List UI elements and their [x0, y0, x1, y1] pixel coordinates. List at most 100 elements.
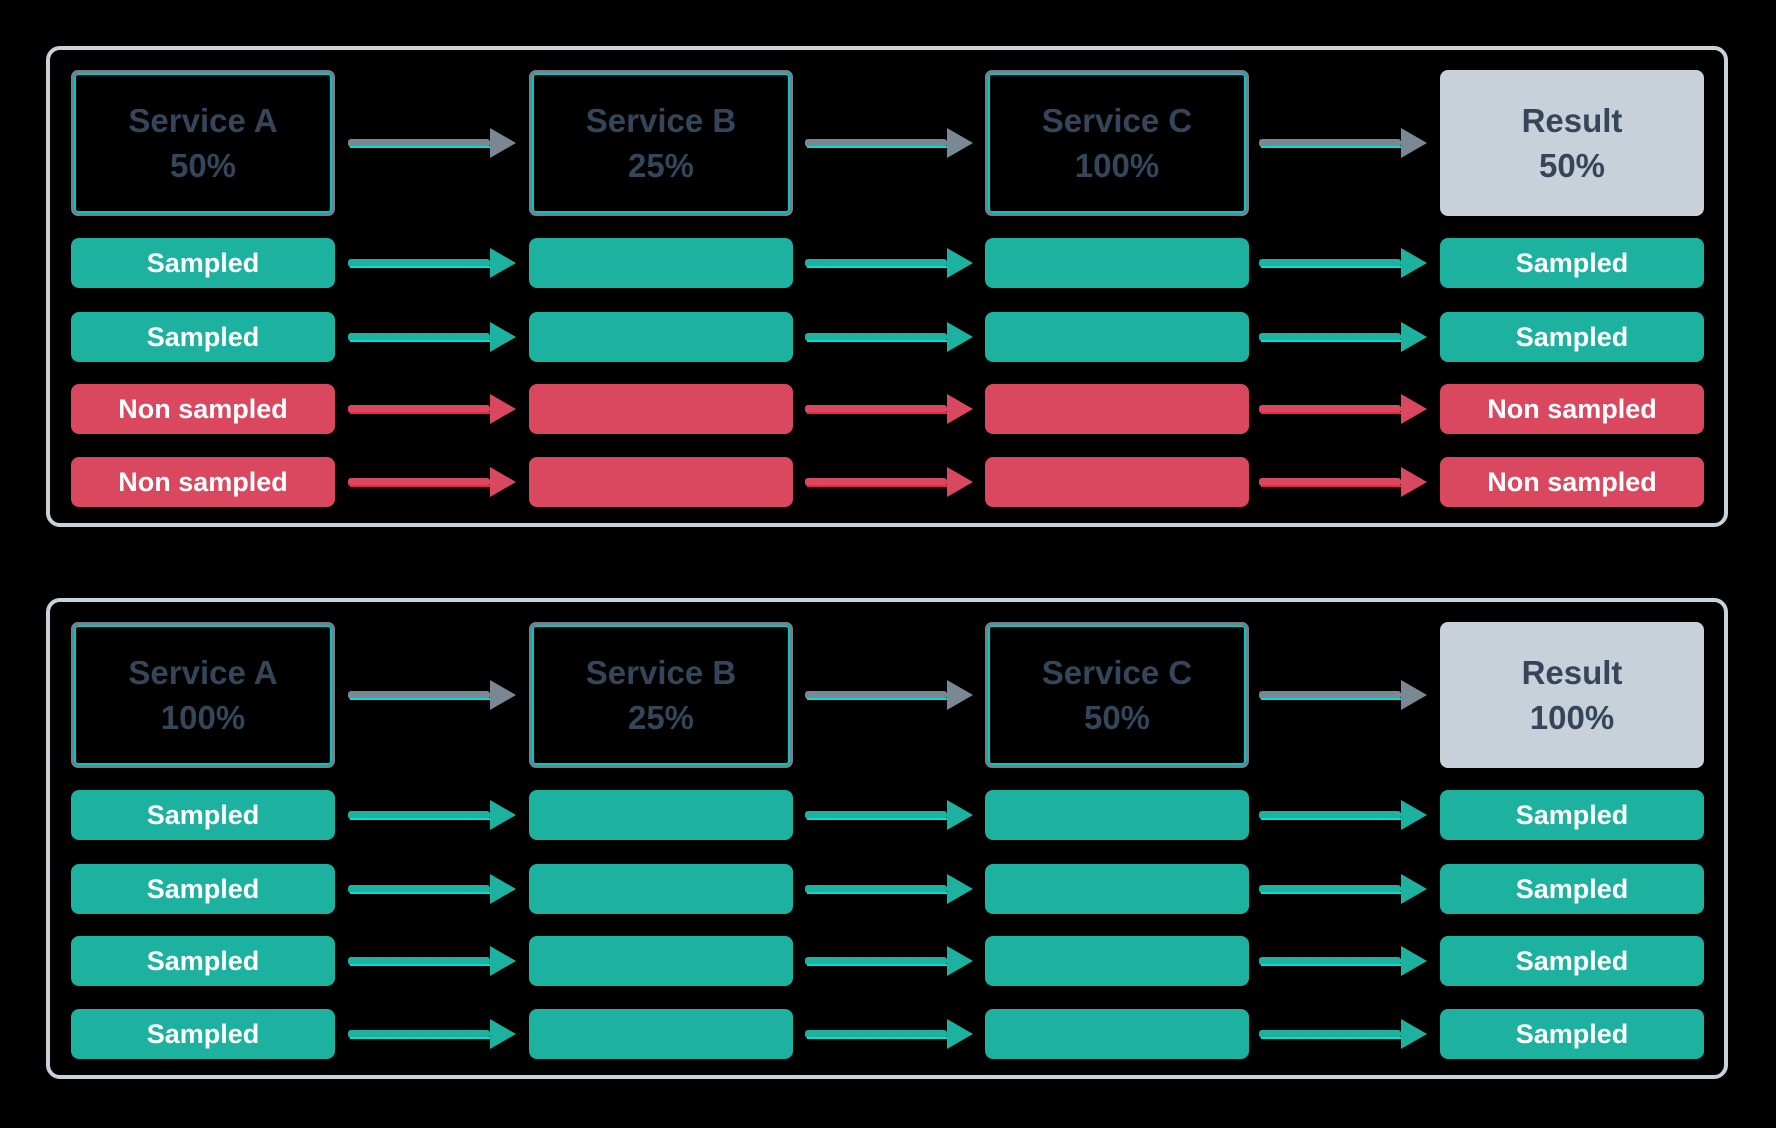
service-flow-arrow-icon — [805, 126, 973, 160]
trace-status-label: Sampled — [1515, 247, 1629, 278]
trace-status-label: Sampled — [146, 873, 260, 904]
service-flow-arrow-icon — [1259, 126, 1427, 160]
trace-bar — [529, 936, 793, 986]
service-name: Service B — [585, 102, 737, 139]
service-sampling-rate: 50% — [169, 147, 237, 184]
sampling-scenario-panel-2: Service A 100% Service B 25% Service C 5… — [46, 598, 1728, 1079]
trace-bar — [985, 312, 1249, 362]
trace-status-bar: Sampled — [71, 864, 335, 914]
result-rate: 50% — [1538, 147, 1606, 184]
trace-status-label: Non sampled — [118, 393, 288, 424]
trace-status-label: Sampled — [146, 799, 260, 830]
trace-arrow-icon — [348, 465, 516, 499]
trace-bar — [985, 864, 1249, 914]
trace-status-label: Sampled — [1515, 873, 1629, 904]
result-rate: 100% — [1529, 699, 1615, 736]
trace-status-bar: Sampled — [71, 238, 335, 288]
trace-status-label: Sampled — [146, 321, 260, 352]
trace-status-bar: Sampled — [71, 312, 335, 362]
service-name: Service A — [128, 654, 278, 691]
service-sampling-rate: 100% — [160, 699, 246, 736]
trace-status-bar: Non sampled — [71, 384, 335, 434]
trace-status-bar: Sampled — [1440, 936, 1704, 986]
trace-bar — [529, 312, 793, 362]
trace-bar — [529, 384, 793, 434]
result-label: Result — [1521, 654, 1623, 691]
service-c-box: Service C 100% — [985, 70, 1249, 216]
trace-status-label: Sampled — [146, 945, 260, 976]
trace-bar — [985, 457, 1249, 507]
trace-bar — [529, 864, 793, 914]
trace-arrow-icon — [1259, 465, 1427, 499]
trace-arrow-icon — [348, 1017, 516, 1051]
trace-arrow-icon — [805, 798, 973, 832]
trace-arrow-icon — [1259, 944, 1427, 978]
service-flow-arrow-icon — [348, 678, 516, 712]
trace-bar — [985, 384, 1249, 434]
trace-status-bar: Non sampled — [1440, 457, 1704, 507]
trace-arrow-icon — [805, 465, 973, 499]
trace-arrow-icon — [348, 872, 516, 906]
trace-status-bar: Sampled — [1440, 312, 1704, 362]
trace-arrow-icon — [1259, 1017, 1427, 1051]
trace-arrow-icon — [805, 1017, 973, 1051]
result-box: Result 50% — [1440, 70, 1704, 216]
trace-bar — [985, 790, 1249, 840]
trace-status-bar: Non sampled — [71, 457, 335, 507]
service-name: Service C — [1041, 654, 1193, 691]
trace-bar — [529, 238, 793, 288]
trace-status-label: Sampled — [146, 247, 260, 278]
service-name: Service C — [1041, 102, 1193, 139]
trace-arrow-icon — [805, 392, 973, 426]
trace-arrow-icon — [805, 320, 973, 354]
trace-arrow-icon — [348, 392, 516, 426]
trace-status-label: Non sampled — [1487, 466, 1657, 497]
service-c-box: Service C 50% — [985, 622, 1249, 768]
service-flow-arrow-icon — [805, 678, 973, 712]
trace-bar — [529, 1009, 793, 1059]
trace-bar — [985, 1009, 1249, 1059]
trace-bar — [985, 238, 1249, 288]
trace-status-bar: Sampled — [1440, 238, 1704, 288]
trace-arrow-icon — [1259, 872, 1427, 906]
trace-arrow-icon — [348, 320, 516, 354]
trace-arrow-icon — [1259, 246, 1427, 280]
trace-status-label: Non sampled — [1487, 393, 1657, 424]
trace-bar — [529, 457, 793, 507]
service-b-box: Service B 25% — [529, 622, 793, 768]
trace-arrow-icon — [348, 246, 516, 280]
trace-status-bar: Sampled — [1440, 1009, 1704, 1059]
service-sampling-rate: 50% — [1083, 699, 1151, 736]
service-flow-arrow-icon — [1259, 678, 1427, 712]
trace-arrow-icon — [348, 798, 516, 832]
trace-status-bar: Sampled — [1440, 864, 1704, 914]
trace-status-label: Sampled — [1515, 945, 1629, 976]
trace-arrow-icon — [805, 872, 973, 906]
service-a-box: Service A 100% — [71, 622, 335, 768]
service-sampling-rate: 25% — [627, 147, 695, 184]
trace-bar — [529, 790, 793, 840]
trace-status-bar: Non sampled — [1440, 384, 1704, 434]
trace-arrow-icon — [805, 246, 973, 280]
result-label: Result — [1521, 102, 1623, 139]
service-sampling-rate: 100% — [1074, 147, 1160, 184]
trace-status-label: Sampled — [1515, 321, 1629, 352]
service-name: Service A — [128, 102, 278, 139]
trace-bar — [985, 936, 1249, 986]
trace-status-bar: Sampled — [71, 790, 335, 840]
trace-status-label: Sampled — [1515, 799, 1629, 830]
trace-status-bar: Sampled — [71, 1009, 335, 1059]
trace-status-label: Non sampled — [118, 466, 288, 497]
trace-arrow-icon — [805, 944, 973, 978]
trace-arrow-icon — [1259, 392, 1427, 426]
trace-status-label: Sampled — [146, 1018, 260, 1049]
result-box: Result 100% — [1440, 622, 1704, 768]
trace-status-bar: Sampled — [1440, 790, 1704, 840]
service-a-box: Service A 50% — [71, 70, 335, 216]
service-flow-arrow-icon — [348, 126, 516, 160]
trace-arrow-icon — [1259, 320, 1427, 354]
trace-status-label: Sampled — [1515, 1018, 1629, 1049]
trace-status-bar: Sampled — [71, 936, 335, 986]
service-sampling-rate: 25% — [627, 699, 695, 736]
service-b-box: Service B 25% — [529, 70, 793, 216]
